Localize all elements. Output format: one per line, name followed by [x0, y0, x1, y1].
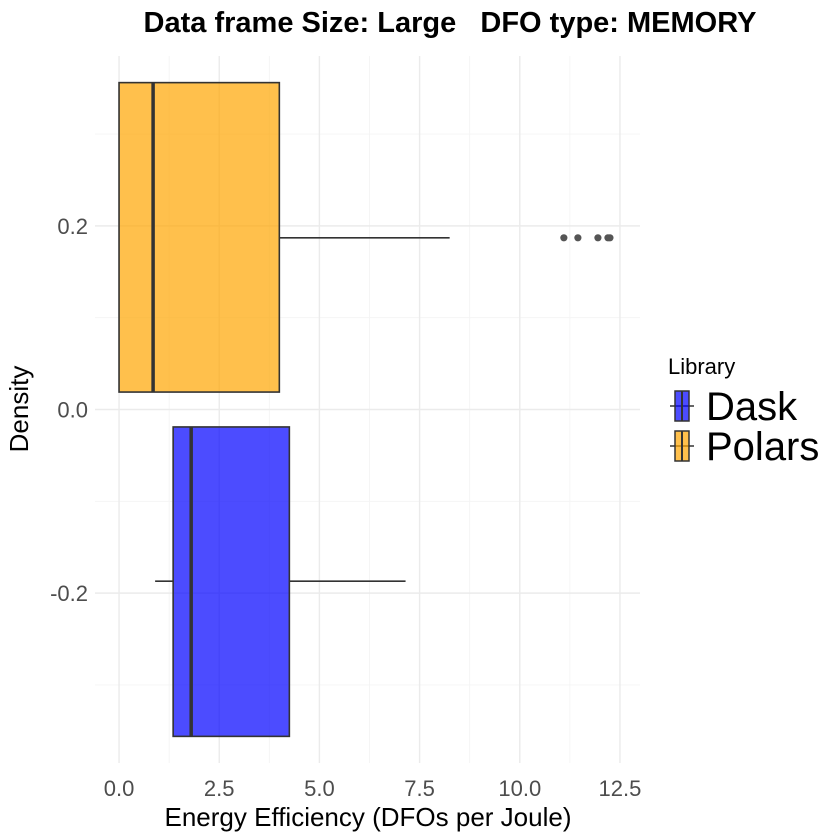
x-tick-label: 12.5 [599, 776, 642, 801]
legend-title: Library [668, 354, 735, 379]
x-tick-label: 7.5 [404, 776, 435, 801]
x-tick-label: 0.0 [104, 776, 135, 801]
outlier-point [594, 234, 602, 242]
legend-item-polars: Polars [670, 425, 819, 469]
legend-label: Dask [706, 385, 798, 429]
outlier-point [606, 234, 614, 242]
outlier-point [574, 234, 582, 242]
boxplots [118, 81, 614, 738]
legend-label: Polars [706, 425, 819, 469]
x-tick-label: 5.0 [304, 776, 335, 801]
y-tick-label: 0.0 [57, 398, 88, 423]
x-axis-ticks: 0.0 2.5 5.0 7.5 10.0 12.5 [104, 776, 642, 801]
y-tick-label: 0.2 [57, 214, 88, 239]
boxplot-dask [155, 426, 406, 738]
y-axis-title: Density [4, 366, 34, 453]
outlier-point [560, 234, 568, 242]
chart-title: Data frame Size: Large DFO type: MEMORY [144, 7, 757, 39]
x-axis-title: Energy Efficiency (DFOs per Joule) [165, 802, 572, 832]
boxplot-polars [118, 81, 614, 393]
y-axis-ticks: -0.2 0.0 0.2 [50, 214, 88, 606]
box [118, 81, 281, 393]
legend-item-dask: Dask [670, 385, 798, 429]
x-tick-label: 2.5 [204, 776, 235, 801]
y-tick-label: -0.2 [50, 581, 88, 606]
x-tick-label: 10.0 [498, 776, 541, 801]
